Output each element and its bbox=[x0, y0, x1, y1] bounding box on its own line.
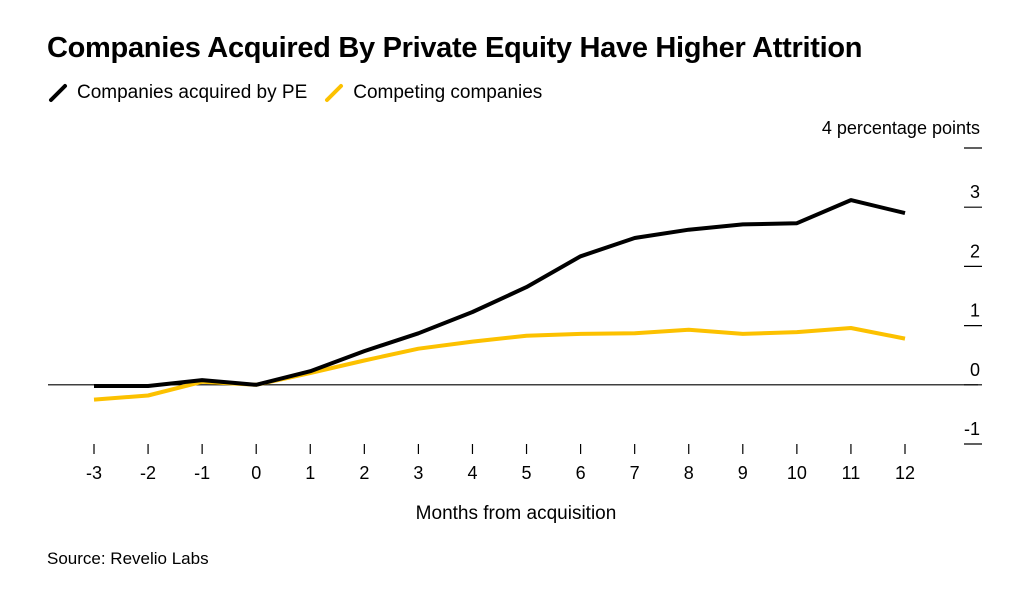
y-tick-label: 0 bbox=[970, 360, 980, 380]
legend-swatch-pe bbox=[49, 84, 67, 102]
series-line-competing bbox=[93, 326, 906, 402]
x-tick-label: -2 bbox=[140, 463, 156, 483]
legend: Companies acquired by PE Competing compa… bbox=[47, 82, 558, 104]
chart-title: Companies Acquired By Private Equity Hav… bbox=[47, 32, 863, 64]
y-tick-label: 1 bbox=[970, 301, 980, 321]
y-unit-label: 4 percentage points bbox=[822, 118, 980, 138]
x-tick-label: 7 bbox=[630, 463, 640, 483]
legend-label-pe: Companies acquired by PE bbox=[77, 82, 308, 103]
x-tick-label: 8 bbox=[684, 463, 694, 483]
x-tick-label: 0 bbox=[251, 463, 261, 483]
x-axis-label: Months from acquisition bbox=[416, 503, 617, 524]
legend-item-competing: Competing companies bbox=[323, 82, 542, 104]
y-tick-label: 2 bbox=[970, 241, 980, 261]
x-tick-label: -3 bbox=[86, 463, 102, 483]
x-tick-label: -1 bbox=[194, 463, 210, 483]
x-tick-label: 4 bbox=[467, 463, 477, 483]
x-tick-label: 5 bbox=[522, 463, 532, 483]
legend-label-competing: Competing companies bbox=[353, 82, 543, 103]
legend-item-pe: Companies acquired by PE bbox=[47, 82, 307, 104]
x-tick-label: 3 bbox=[413, 463, 423, 483]
source-note: Source: Revelio Labs bbox=[47, 549, 209, 568]
x-tick-label: 6 bbox=[576, 463, 586, 483]
x-tick-label: 11 bbox=[842, 463, 861, 483]
y-tick-label: 3 bbox=[970, 182, 980, 202]
x-tick-label: 12 bbox=[895, 463, 915, 483]
series-line-pe bbox=[94, 198, 906, 388]
y-tick-label: -1 bbox=[964, 419, 980, 439]
x-tick-label: 10 bbox=[787, 463, 807, 483]
x-tick-label: 9 bbox=[738, 463, 748, 483]
x-tick-label: 1 bbox=[305, 463, 315, 483]
legend-swatch-competing bbox=[325, 84, 344, 102]
x-tick-label: 2 bbox=[359, 463, 369, 483]
